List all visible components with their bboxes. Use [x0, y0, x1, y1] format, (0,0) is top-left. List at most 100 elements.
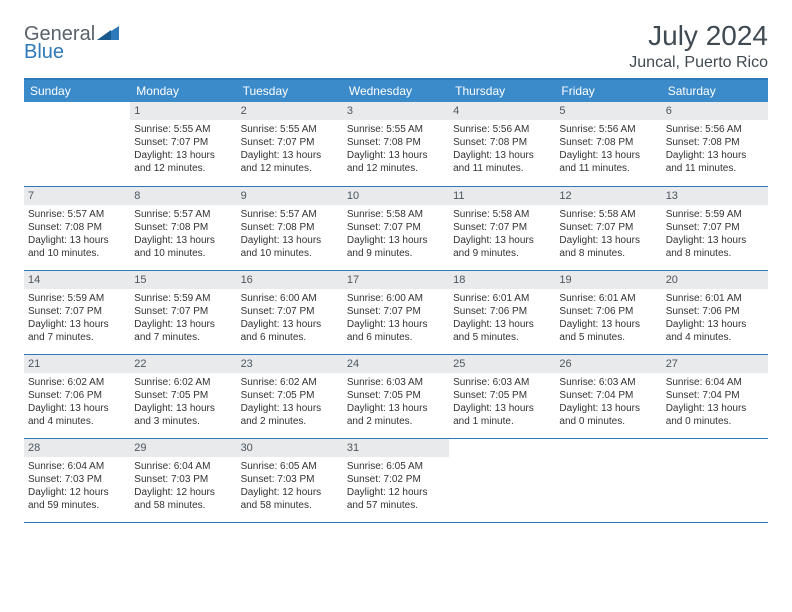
day-header: Thursday — [449, 79, 555, 102]
daylight-text: Daylight: 13 hours and 6 minutes. — [347, 318, 445, 344]
sunset-text: Sunset: 7:04 PM — [666, 389, 764, 402]
sunrise-text: Sunrise: 6:03 AM — [453, 376, 551, 389]
daylight-text: Daylight: 13 hours and 0 minutes. — [559, 402, 657, 428]
daylight-text: Daylight: 13 hours and 5 minutes. — [559, 318, 657, 344]
calendar-cell: 27Sunrise: 6:04 AMSunset: 7:04 PMDayligh… — [662, 354, 768, 438]
day-header: Sunday — [24, 79, 130, 102]
day-number: 5 — [555, 102, 661, 120]
day-number: 22 — [130, 355, 236, 373]
daylight-text: Daylight: 13 hours and 11 minutes. — [453, 149, 551, 175]
day-number: 14 — [24, 271, 130, 289]
daylight-text: Daylight: 13 hours and 6 minutes. — [241, 318, 339, 344]
sunrise-text: Sunrise: 6:03 AM — [559, 376, 657, 389]
day-number: 10 — [343, 187, 449, 205]
cell-body: Sunrise: 6:04 AMSunset: 7:03 PMDaylight:… — [133, 460, 233, 512]
day-number: 12 — [555, 187, 661, 205]
sunset-text: Sunset: 7:05 PM — [347, 389, 445, 402]
daylight-text: Daylight: 13 hours and 10 minutes. — [241, 234, 339, 260]
sunrise-text: Sunrise: 5:58 AM — [559, 208, 657, 221]
calendar-cell: 16Sunrise: 6:00 AMSunset: 7:07 PMDayligh… — [237, 270, 343, 354]
sunrise-text: Sunrise: 6:01 AM — [559, 292, 657, 305]
daylight-text: Daylight: 12 hours and 58 minutes. — [241, 486, 339, 512]
calendar-body: 1Sunrise: 5:55 AMSunset: 7:07 PMDaylight… — [24, 102, 768, 522]
day-header: Tuesday — [237, 79, 343, 102]
sunrise-text: Sunrise: 6:03 AM — [347, 376, 445, 389]
cell-body: Sunrise: 5:56 AMSunset: 7:08 PMDaylight:… — [558, 123, 658, 175]
cell-body: Sunrise: 6:00 AMSunset: 7:07 PMDaylight:… — [240, 292, 340, 344]
calendar-cell: 14Sunrise: 5:59 AMSunset: 7:07 PMDayligh… — [24, 270, 130, 354]
day-number: 31 — [343, 439, 449, 457]
sunset-text: Sunset: 7:06 PM — [453, 305, 551, 318]
daylight-text: Daylight: 13 hours and 9 minutes. — [453, 234, 551, 260]
sunset-text: Sunset: 7:03 PM — [134, 473, 232, 486]
cell-body: Sunrise: 6:04 AMSunset: 7:04 PMDaylight:… — [665, 376, 765, 428]
daylight-text: Daylight: 13 hours and 4 minutes. — [28, 402, 126, 428]
calendar-cell: 2Sunrise: 5:55 AMSunset: 7:07 PMDaylight… — [237, 102, 343, 186]
sunset-text: Sunset: 7:06 PM — [559, 305, 657, 318]
calendar-cell: 1Sunrise: 5:55 AMSunset: 7:07 PMDaylight… — [130, 102, 236, 186]
daylight-text: Daylight: 13 hours and 10 minutes. — [134, 234, 232, 260]
cell-body: Sunrise: 5:58 AMSunset: 7:07 PMDaylight:… — [558, 208, 658, 260]
calendar-cell: 9Sunrise: 5:57 AMSunset: 7:08 PMDaylight… — [237, 186, 343, 270]
cell-body: Sunrise: 6:05 AMSunset: 7:02 PMDaylight:… — [346, 460, 446, 512]
day-header-row: Sunday Monday Tuesday Wednesday Thursday… — [24, 79, 768, 102]
cell-body: Sunrise: 6:02 AMSunset: 7:05 PMDaylight:… — [133, 376, 233, 428]
calendar-cell: 21Sunrise: 6:02 AMSunset: 7:06 PMDayligh… — [24, 354, 130, 438]
sunrise-text: Sunrise: 5:59 AM — [28, 292, 126, 305]
sunset-text: Sunset: 7:07 PM — [241, 305, 339, 318]
calendar-cell: 12 Sunrise: 5:58 AMSunset: 7:07 PMDayligh… — [555, 186, 661, 270]
calendar-cell: 3Sunrise: 5:55 AMSunset: 7:08 PMDaylight… — [343, 102, 449, 186]
day-number: 4 — [449, 102, 555, 120]
calendar-row: 7Sunrise: 5:57 AMSunset: 7:08 PMDaylight… — [24, 186, 768, 270]
cell-body: Sunrise: 6:03 AMSunset: 7:04 PMDaylight:… — [558, 376, 658, 428]
day-number: 8 — [130, 187, 236, 205]
calendar-row: 28Sunrise: 6:04 AMSunset: 7:03 PMDayligh… — [24, 438, 768, 522]
calendar-cell: 30 Sunrise: 6:05 AMSunset: 7:03 PMDayligh… — [237, 438, 343, 522]
sunset-text: Sunset: 7:07 PM — [134, 305, 232, 318]
day-number: 29 — [130, 439, 236, 457]
day-number: 9 — [237, 187, 343, 205]
sunrise-text: Sunrise: 5:56 AM — [559, 123, 657, 136]
sunset-text: Sunset: 7:07 PM — [347, 305, 445, 318]
day-number: 1 — [130, 102, 236, 120]
logo-text-2: Blue — [24, 42, 119, 62]
cell-body: Sunrise: 6:05 AMSunset: 7:03 PMDaylight:… — [240, 460, 340, 512]
sunrise-text: Sunrise: 5:58 AM — [347, 208, 445, 221]
day-number: 30 — [237, 439, 343, 457]
sunset-text: Sunset: 7:08 PM — [28, 221, 126, 234]
sunset-text: Sunset: 7:07 PM — [347, 221, 445, 234]
cell-body: Sunrise: 6:02 AMSunset: 7:05 PMDaylight:… — [240, 376, 340, 428]
title-block: July 2024 Juncal, Puerto Rico — [629, 20, 768, 72]
day-number: 11 — [449, 187, 555, 205]
daylight-text: Daylight: 13 hours and 7 minutes. — [28, 318, 126, 344]
sunrise-text: Sunrise: 5:57 AM — [28, 208, 126, 221]
daylight-text: Daylight: 13 hours and 12 minutes. — [347, 149, 445, 175]
sunrise-text: Sunrise: 6:00 AM — [241, 292, 339, 305]
day-header: Wednesday — [343, 79, 449, 102]
sunset-text: Sunset: 7:07 PM — [453, 221, 551, 234]
day-number: 2 — [237, 102, 343, 120]
sunset-text: Sunset: 7:03 PM — [241, 473, 339, 486]
daylight-text: Daylight: 13 hours and 12 minutes. — [241, 149, 339, 175]
cell-body: Sunrise: 5:55 AMSunset: 7:08 PMDaylight:… — [346, 123, 446, 175]
daylight-text: Daylight: 13 hours and 4 minutes. — [666, 318, 764, 344]
day-header: Friday — [555, 79, 661, 102]
cell-body: Sunrise: 5:57 AMSunset: 7:08 PMDaylight:… — [27, 208, 127, 260]
sunrise-text: Sunrise: 5:59 AM — [666, 208, 764, 221]
day-number: 28 — [24, 439, 130, 457]
daylight-text: Daylight: 13 hours and 12 minutes. — [134, 149, 232, 175]
cell-body: Sunrise: 5:58 AMSunset: 7:07 PMDaylight:… — [346, 208, 446, 260]
calendar-cell — [555, 438, 661, 522]
daylight-text: Daylight: 13 hours and 2 minutes. — [347, 402, 445, 428]
sunrise-text: Sunrise: 6:05 AM — [347, 460, 445, 473]
daylight-text: Daylight: 13 hours and 1 minute. — [453, 402, 551, 428]
calendar-table: Sunday Monday Tuesday Wednesday Thursday… — [24, 78, 768, 523]
month-title: July 2024 — [629, 20, 768, 52]
sunset-text: Sunset: 7:07 PM — [241, 136, 339, 149]
sunset-text: Sunset: 7:08 PM — [666, 136, 764, 149]
cell-body: Sunrise: 5:58 AMSunset: 7:07 PMDaylight:… — [452, 208, 552, 260]
cell-body: Sunrise: 5:59 AMSunset: 7:07 PMDaylight:… — [665, 208, 765, 260]
sunset-text: Sunset: 7:08 PM — [134, 221, 232, 234]
calendar-cell: 18Sunrise: 6:01 AMSunset: 7:06 PMDayligh… — [449, 270, 555, 354]
sunrise-text: Sunrise: 6:04 AM — [666, 376, 764, 389]
